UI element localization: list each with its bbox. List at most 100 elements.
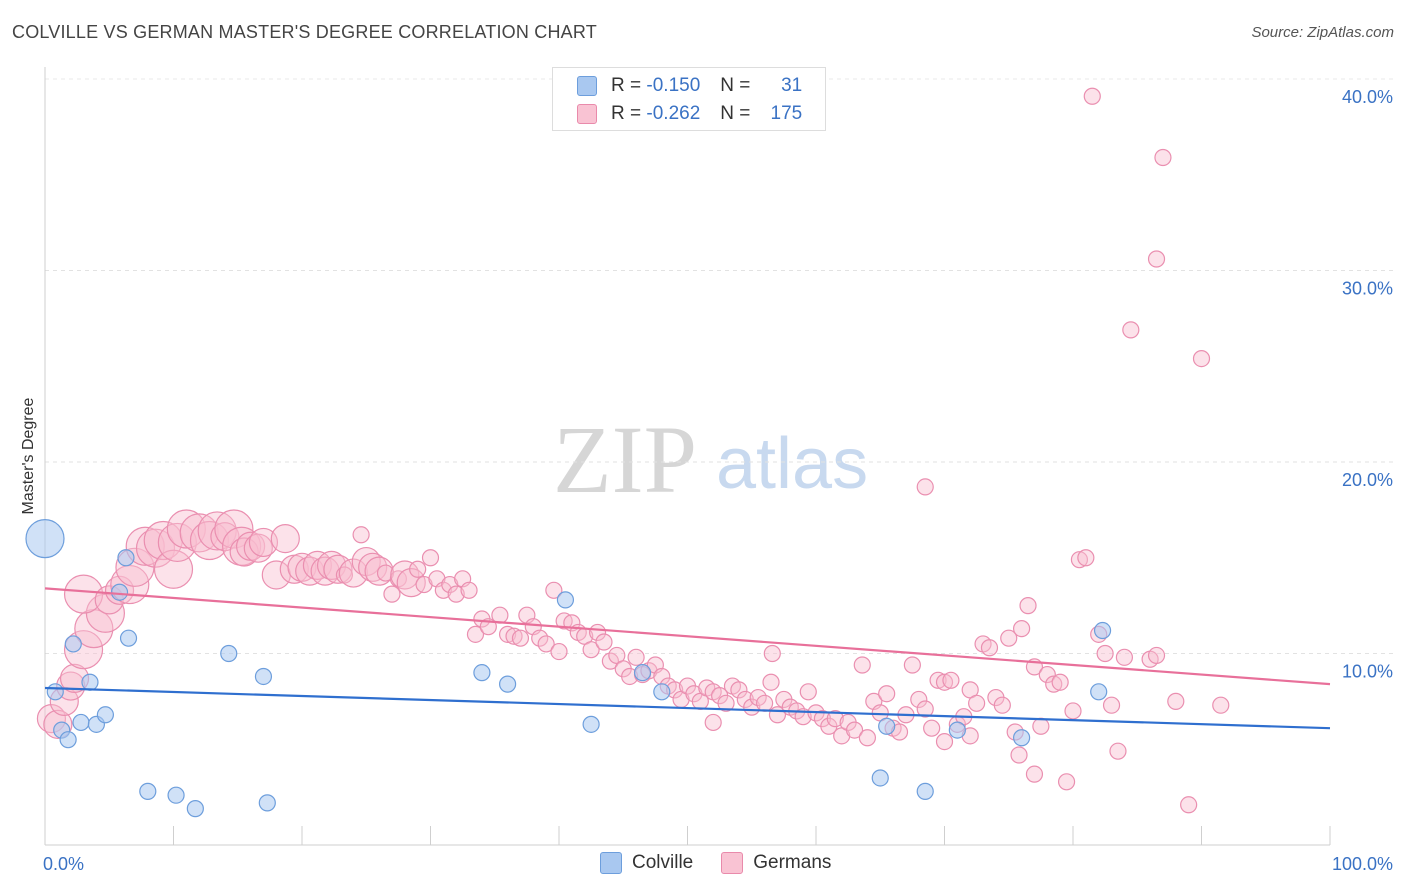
colville-point [64,635,82,653]
germans-point [383,585,401,603]
legend-r-label: R = [611,103,642,124]
germans-point [409,560,427,578]
colville-legend-label: Colville [632,852,694,873]
colville-point [871,769,889,787]
legend-r-value: -0.150 [646,75,701,96]
germans-point [352,526,370,544]
germans-point [511,629,530,647]
germans-point [968,694,986,712]
legend-item-germans: Germans [721,852,831,874]
colville-point [96,706,114,724]
germans-point [1096,644,1114,663]
germans-point [434,581,452,599]
germans-point [197,511,237,551]
colville-point [220,644,238,663]
colville-point [72,713,90,732]
source-label: Source: ZipAtlas.com [1251,24,1394,41]
chart-title: COLVILLE VS GERMAN MASTER'S DEGREE CORRE… [12,22,597,42]
germans-point [550,642,568,661]
y-tick-label: 10.0% [1342,662,1393,682]
germans-point [923,719,941,737]
colville-point [46,683,64,701]
germans-point [799,683,817,701]
germans-point [537,635,555,653]
germans-point [903,656,921,674]
colville-trend-line [44,686,1331,730]
germans-point [1045,675,1063,693]
colville-point [258,794,276,812]
colville-swatch [577,76,597,96]
colville-point [117,549,135,567]
germans-point [166,509,206,549]
germans-point [935,732,954,751]
colville-point [119,629,138,647]
y-axis-label: Master's Degree [20,397,37,514]
germans-point [942,671,960,689]
germans-point [1010,746,1028,764]
germans-point [1064,702,1082,720]
tick-labels: 10.0% 20.0% 30.0% 40.0% 0.0% 100.0% [43,87,1393,874]
germans-point [749,688,767,707]
germans-point [153,549,194,589]
germans-point [1192,349,1211,368]
germans-point [993,696,1011,714]
germans-point [730,681,748,699]
germans-point [1077,549,1095,567]
germans-point [466,625,485,643]
colville-point [254,667,273,686]
colville-point [139,782,157,800]
germans-point [1057,773,1076,791]
germans-point [1032,717,1050,735]
germans-point [179,513,219,553]
germans-point [505,627,523,645]
germans-point [717,694,735,712]
germans-point [1038,665,1056,684]
germans-point [627,648,645,666]
colville-point [1012,729,1031,747]
series-legend: Colville Germans [600,852,859,874]
legend-n-label: N = [720,103,751,124]
legend-n-value: 31 [781,75,803,96]
germans-point [545,581,563,599]
germans-swatch [577,104,597,124]
germans-legend-label: Germans [753,852,832,873]
germans-point [1083,87,1101,105]
legend-r-label: R = [611,75,642,96]
y-tick-label: 30.0% [1342,279,1393,299]
colville-point [167,786,185,804]
germans-point [858,729,877,747]
germans-point [1115,648,1134,666]
watermark: ZIP atlas [553,406,868,513]
germans-point [762,673,780,691]
germans-legend-swatch [721,852,744,874]
germans-point [704,713,722,732]
germans-point [1147,250,1166,268]
colville-point [59,731,77,749]
trend-lines [44,587,1331,730]
germans-point [1102,696,1121,714]
germans-point [929,671,947,689]
germans-point [1147,646,1166,665]
germans-point [1025,765,1044,783]
germans-point [135,528,176,568]
germans-point [270,523,300,554]
germans-point [1000,629,1018,647]
watermark-atlas: atlas [716,424,868,504]
germans-point [531,629,549,647]
germans-point [1154,148,1172,167]
germans-point [826,710,844,728]
colville-point [1090,683,1108,701]
germans-point [460,581,478,599]
germans-point [910,690,928,709]
germans-trend-line [44,587,1331,686]
germans-point [980,639,999,657]
germans-point [421,549,440,567]
germans-point [243,533,273,563]
colville-point [1093,621,1112,640]
germans-point [878,685,896,703]
germans-point [763,644,781,663]
germans-point [935,673,954,691]
legend-row-colville: R = -0.150 N = 31 [577,73,802,99]
germans-point [916,700,934,718]
